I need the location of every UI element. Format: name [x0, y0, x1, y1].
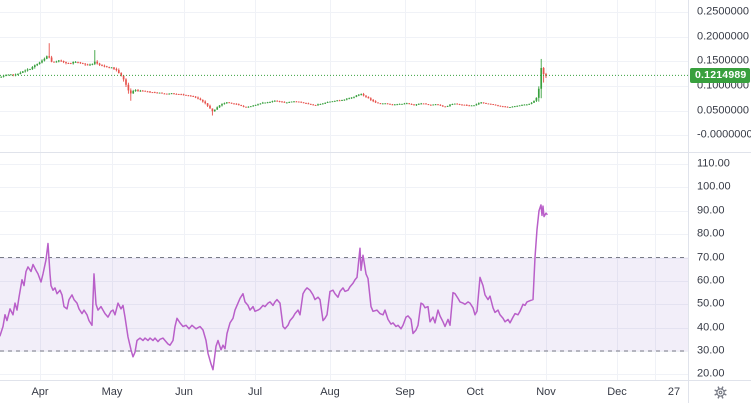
price-axis[interactable]: 0.1214989 0.2500000 0.2000000 0.1500000 0.1… — [688, 0, 751, 380]
time-tick-label: Nov — [536, 386, 556, 398]
time-tick-label: Oct — [466, 386, 484, 398]
time-tick-label: Dec — [607, 386, 627, 398]
last-price-value: 0.1214989 — [695, 68, 747, 81]
price-tick-label: 0.2000000 — [697, 30, 749, 43]
price-tick-label: 0.2500000 — [697, 5, 749, 18]
time-axis[interactable]: Apr May Jun Jul Aug Sep Oct Nov Dec 27 — [0, 380, 689, 403]
pane-separator[interactable] — [0, 152, 751, 153]
settings-gear-icon[interactable] — [711, 383, 729, 401]
indicator-tick-label: 30.00 — [697, 344, 725, 357]
candlestick-series — [0, 43, 547, 116]
indicator-tick-label: 80.00 — [697, 227, 725, 240]
indicator-tick-label: 60.00 — [697, 274, 725, 287]
indicator-tick-label: 40.00 — [697, 321, 725, 334]
time-tick-label: Jun — [175, 386, 193, 398]
last-price-tag: 0.1214989 — [690, 67, 750, 83]
time-tick-label: Apr — [31, 386, 49, 398]
indicator-tick-label: 50.00 — [697, 297, 725, 310]
indicator-tick-label: 20.00 — [697, 367, 725, 380]
price-tick-label: 0.1500000 — [697, 54, 749, 67]
time-tick-label: Sep — [395, 386, 415, 398]
price-tick-label: 0.1000000 — [697, 79, 749, 92]
indicator-tick-label: 70.00 — [697, 251, 725, 263]
price-tick-label: 0.0500000 — [697, 104, 749, 117]
chart-canvas[interactable] — [0, 0, 688, 380]
gear-icon-glyph — [713, 385, 727, 399]
time-tick-label: Jul — [247, 386, 263, 398]
indicator-tick-label: 90.00 — [697, 204, 725, 217]
time-tick-label: May — [101, 386, 123, 398]
time-tick-label: Aug — [320, 386, 340, 398]
chart-plot-area[interactable] — [0, 0, 688, 380]
oscillator-band — [0, 257, 688, 352]
time-tick-label: 27 — [667, 386, 681, 398]
oscillator-line — [0, 204, 548, 371]
indicator-tick-label: 110.00 — [697, 157, 730, 170]
price-tick-label: -0.0000000 — [697, 128, 751, 141]
axis-settings-corner — [688, 380, 751, 403]
indicator-tick-label: 100.00 — [697, 180, 731, 193]
